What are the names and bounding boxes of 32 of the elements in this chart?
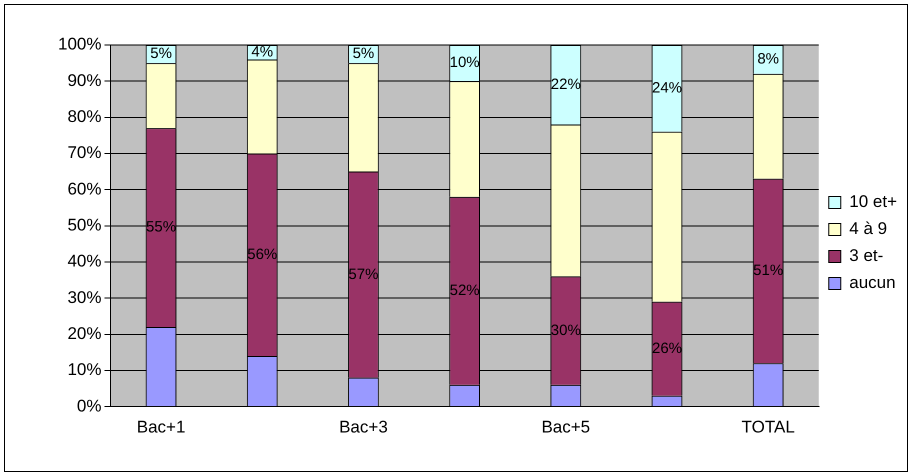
y-tick-label: 40% xyxy=(67,252,102,271)
x-tick-label: TOTAL xyxy=(742,417,795,436)
y-tick-label: 10% xyxy=(67,360,102,380)
legend-label: 4 à 9 xyxy=(849,219,888,238)
x-tick-label: Bac+1 xyxy=(136,417,186,436)
data-label: 8% xyxy=(757,50,780,68)
x-tick-label: Bac+3 xyxy=(339,417,388,436)
data-label: 52% xyxy=(450,282,480,300)
data-label: 55% xyxy=(146,218,176,236)
data-label: 4% xyxy=(251,43,274,60)
data-label: 5% xyxy=(150,45,172,62)
data-label: 24% xyxy=(652,80,682,97)
data-label: 5% xyxy=(352,45,374,62)
x-tick-label: Bac+5 xyxy=(541,417,590,436)
y-tick-label: 50% xyxy=(67,215,102,234)
legend-label: aucun xyxy=(849,273,896,292)
y-tick-label: 90% xyxy=(67,70,102,90)
y-tick-label: 30% xyxy=(67,288,102,307)
data-label: 57% xyxy=(348,266,378,283)
y-tick-label: 20% xyxy=(67,324,102,343)
data-label: 10% xyxy=(450,54,480,72)
y-tick-label: 0% xyxy=(76,396,102,416)
y-tick-label: 60% xyxy=(67,179,102,198)
data-label: 26% xyxy=(652,340,682,357)
y-tick-label: 70% xyxy=(67,143,102,162)
data-label: 22% xyxy=(550,76,581,93)
data-label: 56% xyxy=(247,246,278,263)
legend-label: 3 et- xyxy=(849,246,884,266)
legend-label: 10 et+ xyxy=(849,192,898,212)
y-tick-label: 80% xyxy=(67,107,102,126)
data-label: 30% xyxy=(550,322,581,339)
y-tick-label: 100% xyxy=(58,34,102,54)
